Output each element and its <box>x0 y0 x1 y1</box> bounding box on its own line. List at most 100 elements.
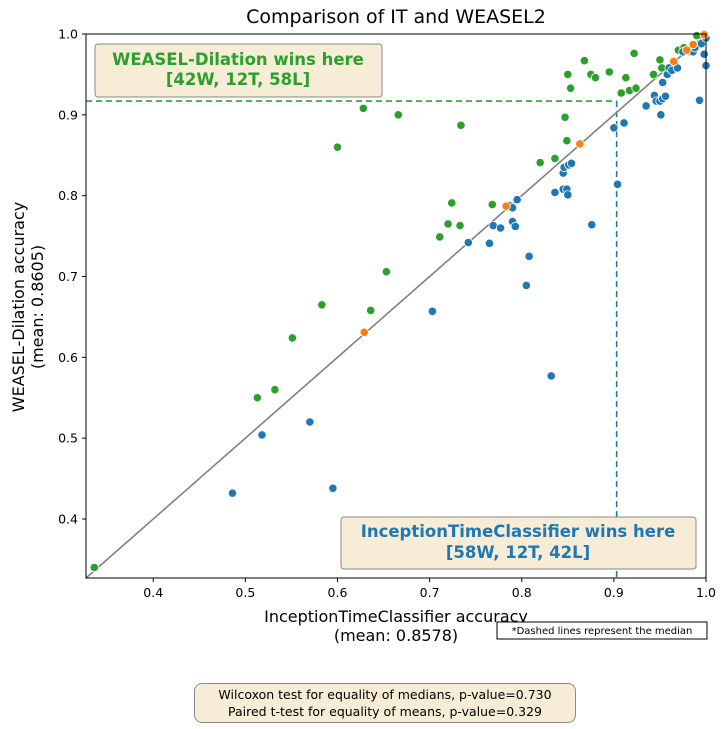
point-ties <box>501 201 511 211</box>
point-it-wins <box>612 179 623 189</box>
x-tick-label: 0.4 <box>143 585 163 600</box>
median-note-box <box>496 621 708 640</box>
point-it-wins <box>699 49 709 59</box>
it-wins-label: InceptionTimeClassifier wins here <box>361 522 676 541</box>
point-it-wins <box>484 238 495 248</box>
point-weasel-wins <box>358 103 368 113</box>
point-it-wins <box>521 280 531 290</box>
point-it-wins <box>658 77 668 88</box>
point-ties <box>575 139 585 149</box>
point-ties <box>688 39 698 50</box>
point-weasel-wins <box>332 142 343 152</box>
point-weasel-wins <box>550 153 560 164</box>
median-note: *Dashed lines represent the median <box>512 626 693 637</box>
point-it-wins <box>609 123 619 133</box>
point-it-wins <box>550 187 560 198</box>
point-weasel-wins <box>535 157 545 168</box>
point-weasel-wins <box>648 69 659 80</box>
point-it-wins <box>512 195 522 205</box>
point-it-wins <box>227 488 238 498</box>
y-axis-label: WEASEL-Dilation accuracy <box>9 202 28 412</box>
point-it-wins <box>257 430 267 440</box>
ttest-result: Paired t-test for equality of means, p-v… <box>228 704 542 719</box>
x-axis-label: InceptionTimeClassifier accuracy <box>264 607 528 626</box>
point-it-wins <box>641 101 651 111</box>
point-weasel-wins <box>487 199 497 210</box>
point-it-wins <box>546 371 556 381</box>
point-weasel-wins <box>443 219 453 229</box>
point-it-wins <box>328 483 338 493</box>
wilcoxon-result: Wilcoxon test for equality of medians, p… <box>218 687 552 702</box>
y-tick-label: 0.6 <box>58 350 78 365</box>
point-weasel-wins <box>381 267 391 277</box>
point-weasel-wins <box>563 69 573 80</box>
point-weasel-wins <box>562 136 572 146</box>
point-weasel-wins <box>616 88 626 98</box>
point-it-wins <box>619 118 629 128</box>
point-it-wins <box>694 95 705 105</box>
weasel-wins-box <box>94 43 383 98</box>
x-axis-ticks: 0.4 0.5 0.6 0.7 0.8 0.9 1.0 <box>143 578 716 600</box>
weasel-wins-label: WEASEL-Dilation wins here <box>112 50 364 69</box>
x-axis-mean: (mean: 0.8578) <box>334 626 458 645</box>
point-it-wins <box>587 220 597 230</box>
x-tick-label: 1.0 <box>696 585 716 600</box>
point-ties <box>669 56 679 67</box>
x-tick-label: 0.6 <box>328 585 348 600</box>
x-tick-label: 0.5 <box>235 585 255 600</box>
point-weasel-wins <box>456 120 466 130</box>
point-weasel-wins <box>631 83 641 93</box>
point-weasel-wins <box>393 110 403 120</box>
point-ties <box>682 45 692 55</box>
point-weasel-wins <box>252 393 262 403</box>
diagonal-line <box>85 33 707 579</box>
point-weasel-wins <box>317 300 327 310</box>
point-it-wins <box>524 251 534 261</box>
point-weasel-wins <box>604 67 614 77</box>
point-it-wins <box>510 221 520 231</box>
weasel-wins-counts: [42W, 12T, 58L] <box>166 70 310 89</box>
point-ties <box>699 30 709 40</box>
point-weasel-wins <box>655 55 665 65</box>
point-weasel-wins <box>447 198 457 208</box>
point-weasel-wins <box>455 220 465 231</box>
point-weasel-wins <box>590 73 601 83</box>
y-tick-label: 0.7 <box>58 269 78 284</box>
point-weasel-wins <box>270 385 280 395</box>
statistics-box: Wilcoxon test for equality of medians, p… <box>194 683 576 723</box>
point-it-wins <box>427 306 437 316</box>
y-tick-label: 0.5 <box>58 431 78 446</box>
y-tick-label: 0.4 <box>58 511 78 526</box>
point-weasel-wins <box>435 232 445 242</box>
point-it-wins <box>463 237 473 248</box>
point-weasel-wins <box>621 73 631 83</box>
plot-frame <box>85 33 707 579</box>
point-weasel-wins <box>287 333 297 343</box>
it-wins-box <box>340 516 697 570</box>
point-it-wins <box>566 158 577 168</box>
point-weasel-wins <box>565 83 576 93</box>
point-ties <box>359 327 369 337</box>
data-points <box>89 29 711 573</box>
chart-title: Comparison of IT and WEASEL2 <box>246 6 546 28</box>
point-it-wins <box>656 110 666 120</box>
point-it-wins <box>660 91 671 101</box>
x-tick-label: 0.9 <box>604 585 624 600</box>
y-tick-label: 0.8 <box>58 188 78 203</box>
y-tick-label: 1.0 <box>58 27 78 42</box>
point-it-wins <box>495 223 506 233</box>
x-tick-label: 0.8 <box>512 585 532 600</box>
it-wins-counts: [58W, 12T, 42L] <box>446 543 590 562</box>
y-axis-ticks: 0.4 0.5 0.6 0.7 0.8 0.9 1.0 <box>58 27 86 526</box>
point-weasel-wins <box>89 562 99 573</box>
y-tick-label: 0.9 <box>58 107 78 122</box>
point-weasel-wins <box>629 48 639 58</box>
point-weasel-wins <box>579 56 589 66</box>
point-weasel-wins <box>366 305 376 316</box>
y-axis-mean: (mean: 0.8605) <box>28 245 47 369</box>
point-it-wins <box>563 190 573 200</box>
point-it-wins <box>305 417 315 427</box>
point-weasel-wins <box>560 112 570 122</box>
median-lines <box>86 100 618 578</box>
